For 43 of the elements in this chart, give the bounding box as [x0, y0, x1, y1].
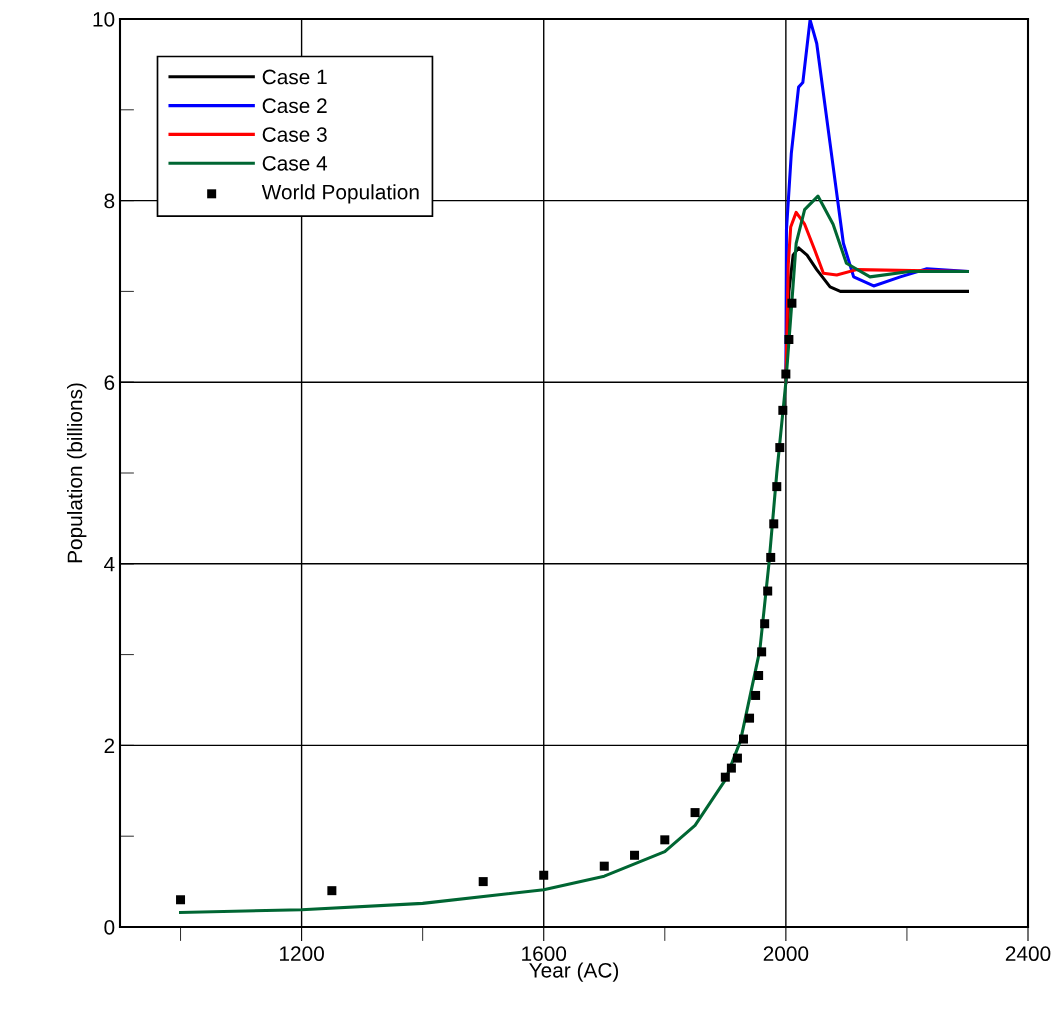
- point: [599, 861, 609, 871]
- point: [772, 482, 782, 492]
- point: [778, 405, 788, 415]
- point: [478, 877, 488, 887]
- point: [763, 586, 773, 596]
- point: [760, 619, 770, 629]
- point: [745, 713, 755, 723]
- point: [176, 895, 186, 905]
- x-tick-label: 1200: [280, 946, 324, 962]
- point: [539, 870, 549, 880]
- point: [660, 835, 670, 845]
- y-tick-label: 6: [104, 375, 115, 390]
- point: [766, 552, 776, 562]
- point: [630, 850, 640, 860]
- x-tick-label: 1600: [522, 946, 567, 962]
- x-tick-label: 2000: [763, 946, 809, 962]
- x-axis-title: Year (AC): [529, 962, 619, 982]
- point: [787, 298, 797, 308]
- point: [754, 670, 764, 680]
- legend-label: Case 2: [262, 98, 327, 114]
- point: [732, 753, 742, 763]
- point: [751, 690, 761, 700]
- y-tick-label: 8: [104, 193, 115, 209]
- point: [720, 772, 730, 782]
- y-axis-title: Population (billions): [66, 383, 87, 563]
- point: [738, 734, 748, 744]
- point: [781, 369, 791, 379]
- point: [757, 647, 767, 657]
- legend-label: World Population: [261, 184, 419, 204]
- y-tick-label: 10: [93, 12, 115, 27]
- point: [775, 443, 785, 453]
- x-tick-label: 2400: [1005, 946, 1051, 962]
- legend-label: Case 3: [262, 127, 327, 142]
- y-tick-label: 4: [104, 557, 115, 572]
- point: [327, 886, 337, 896]
- legend-label: Case 4: [262, 155, 328, 171]
- legend-label: Case 1: [262, 69, 327, 85]
- point: [690, 808, 700, 818]
- point: [726, 763, 736, 773]
- y-tick-label: 2: [104, 738, 115, 753]
- point: [784, 335, 794, 345]
- y-tick-label: 0: [104, 920, 115, 935]
- point: [769, 519, 779, 529]
